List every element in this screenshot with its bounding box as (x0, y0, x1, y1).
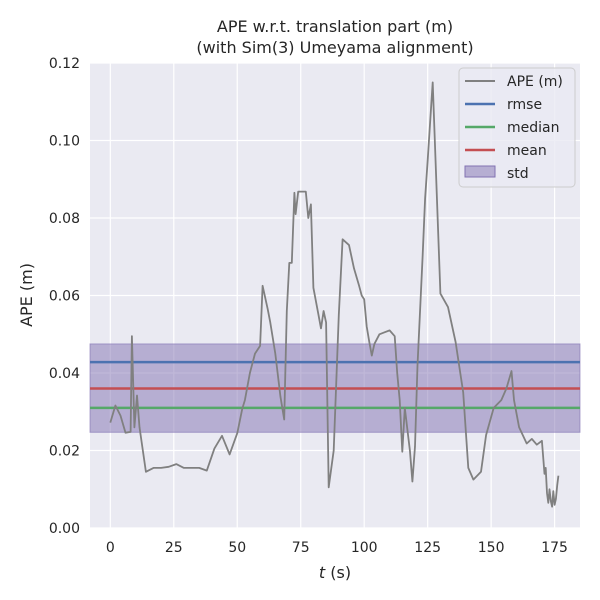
x-tick-label: 150 (478, 540, 505, 556)
y-tick-label: 0.00 (49, 521, 80, 537)
legend-label-median: median (507, 120, 559, 136)
chart-title-line2: (with Sim(3) Umeyama alignment) (196, 38, 473, 57)
x-tick-label: 175 (541, 540, 568, 556)
legend-box (458, 67, 576, 188)
chart-title-line1: APE w.r.t. translation part (m) (217, 17, 453, 36)
y-axis-label: APE (m) (17, 263, 36, 327)
legend-label-ape: APE (m) (507, 74, 563, 90)
legend-label-rmse: rmse (507, 97, 542, 113)
y-tick-label: 0.06 (49, 289, 80, 305)
x-tick-label: 125 (414, 540, 441, 556)
y-tick-labels: 0.00 0.02 0.04 0.06 0.08 0.10 0.12 (49, 56, 80, 537)
y-tick-label: 0.12 (49, 56, 80, 72)
x-tick-label: 0 (106, 540, 115, 556)
legend: APE (m) rmse median mean std (458, 67, 576, 188)
x-tick-label: 100 (351, 540, 378, 556)
x-tick-label: 50 (228, 540, 246, 556)
y-tick-label: 0.08 (49, 211, 80, 227)
y-tick-label: 0.10 (49, 134, 80, 150)
legend-label-std: std (507, 166, 529, 182)
x-axis-label: t (s) (319, 563, 351, 582)
x-tick-label: 25 (165, 540, 183, 556)
x-axis-unit: (s) (325, 563, 351, 582)
y-tick-label: 0.02 (49, 444, 80, 460)
x-tick-labels: 0 25 50 75 100 125 150 175 (106, 540, 568, 556)
legend-label-mean: mean (507, 143, 547, 159)
y-tick-label: 0.04 (49, 366, 80, 382)
x-axis-variable: t (319, 563, 326, 582)
legend-swatch-std (464, 165, 496, 178)
ape-series-line (109, 81, 560, 508)
x-tick-label: 75 (292, 540, 310, 556)
